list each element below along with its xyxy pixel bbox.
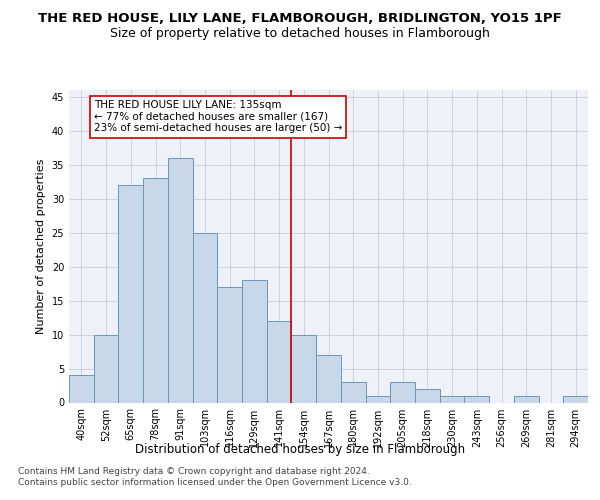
Bar — [217, 287, 242, 403]
Bar — [440, 396, 464, 402]
Text: THE RED HOUSE LILY LANE: 135sqm
← 77% of detached houses are smaller (167)
23% o: THE RED HOUSE LILY LANE: 135sqm ← 77% of… — [94, 100, 342, 134]
Bar — [69, 376, 94, 402]
Bar — [514, 396, 539, 402]
Y-axis label: Number of detached properties: Number of detached properties — [36, 158, 46, 334]
Bar — [143, 178, 168, 402]
Bar — [365, 396, 390, 402]
Bar — [292, 334, 316, 402]
Bar — [118, 185, 143, 402]
Bar — [94, 334, 118, 402]
Bar — [341, 382, 365, 402]
Bar — [415, 389, 440, 402]
Text: THE RED HOUSE, LILY LANE, FLAMBOROUGH, BRIDLINGTON, YO15 1PF: THE RED HOUSE, LILY LANE, FLAMBOROUGH, B… — [38, 12, 562, 26]
Text: Contains HM Land Registry data © Crown copyright and database right 2024.
Contai: Contains HM Land Registry data © Crown c… — [18, 468, 412, 487]
Bar — [464, 396, 489, 402]
Bar — [242, 280, 267, 402]
Text: Distribution of detached houses by size in Flamborough: Distribution of detached houses by size … — [135, 442, 465, 456]
Bar — [390, 382, 415, 402]
Text: Size of property relative to detached houses in Flamborough: Size of property relative to detached ho… — [110, 28, 490, 40]
Bar — [168, 158, 193, 402]
Bar — [316, 355, 341, 403]
Bar — [193, 232, 217, 402]
Bar — [267, 321, 292, 402]
Bar — [563, 396, 588, 402]
